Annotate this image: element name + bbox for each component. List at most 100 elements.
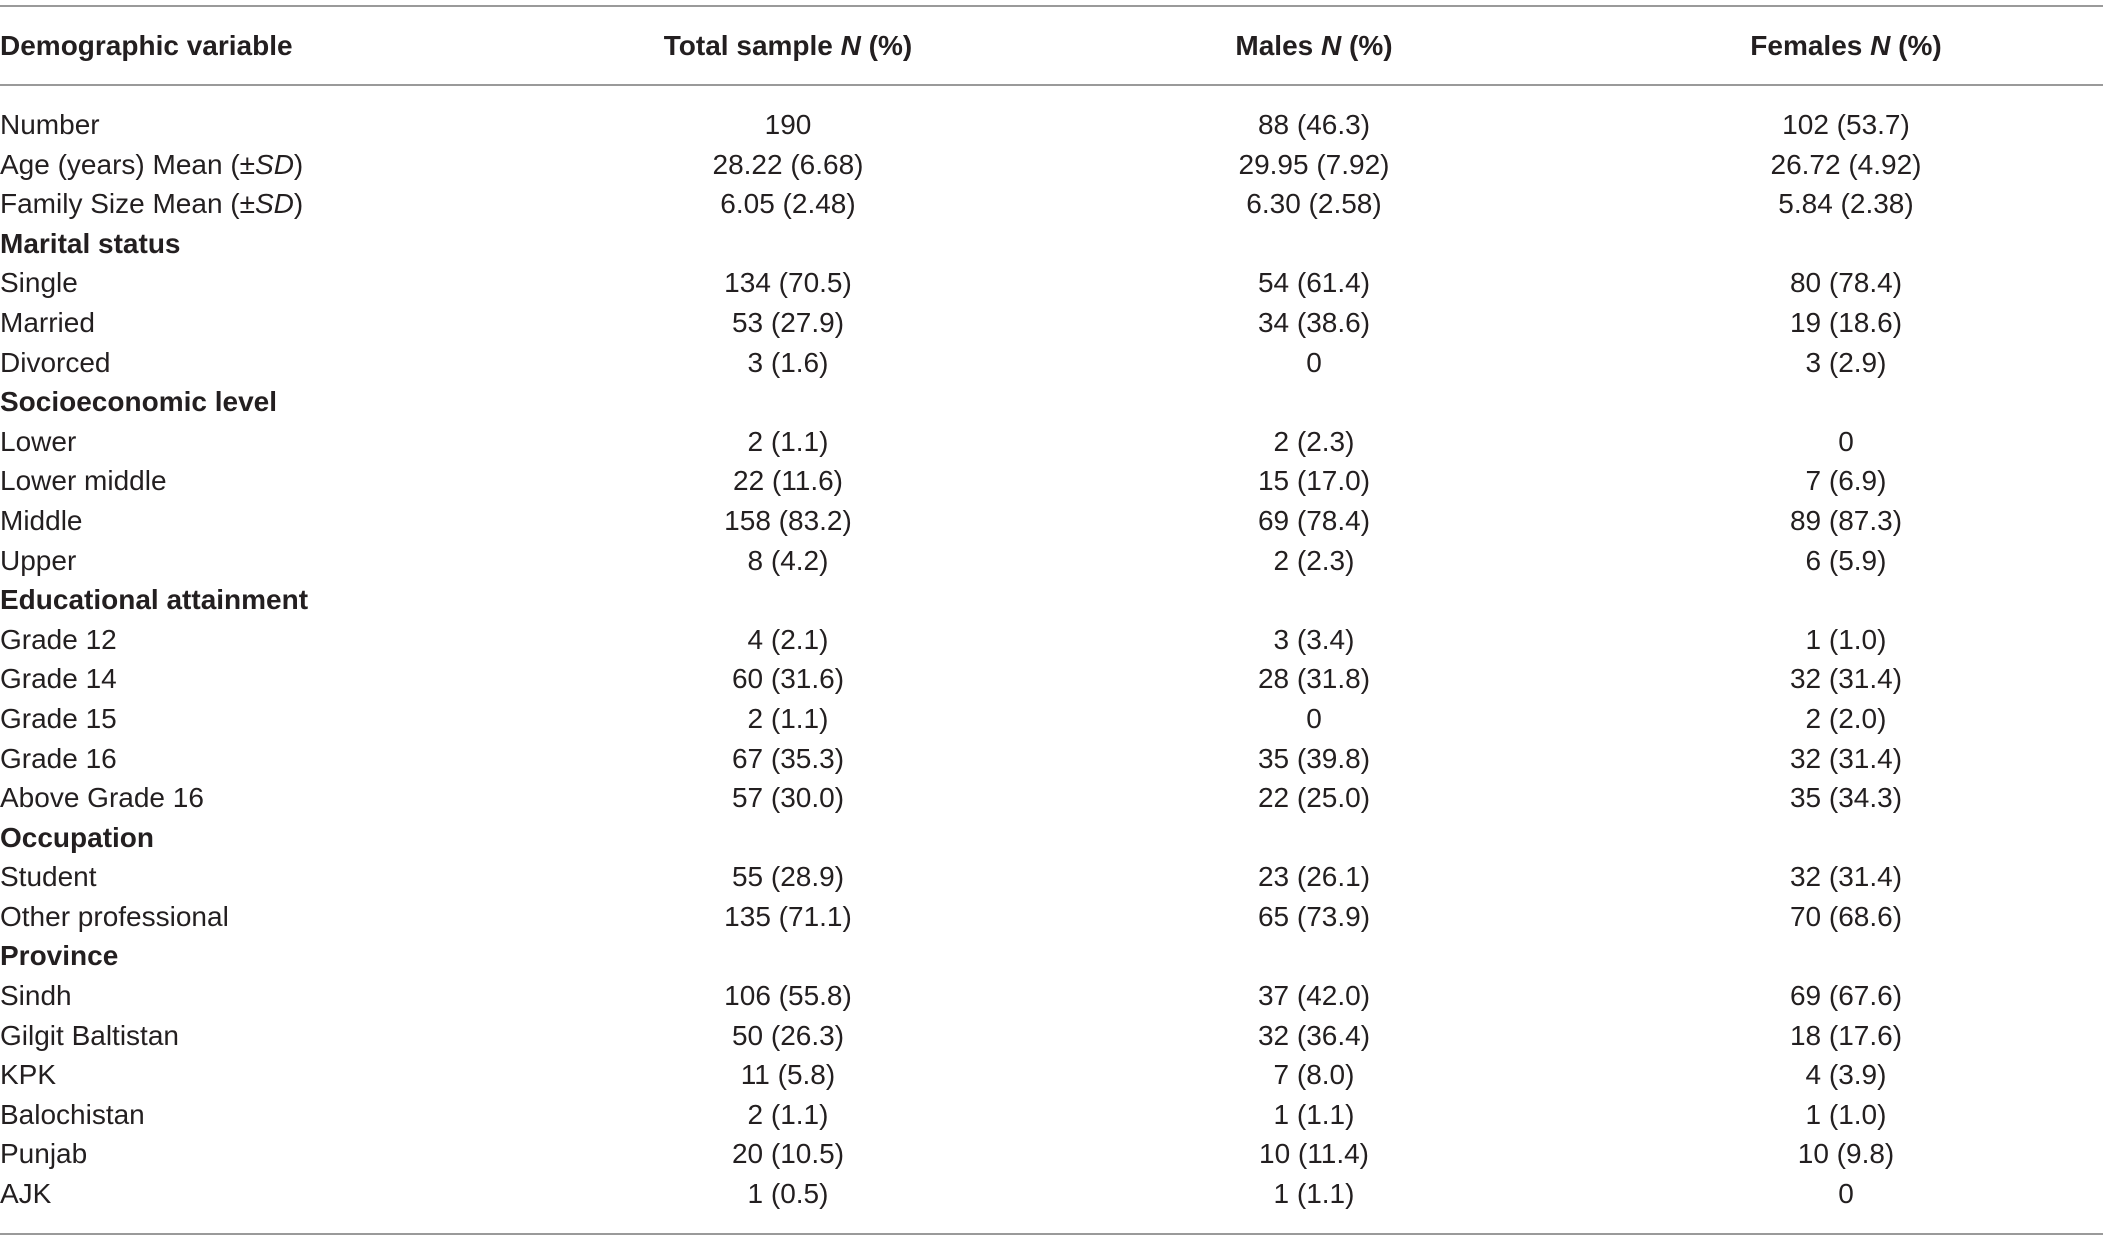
males-cell: 2 (2.3): [1273, 544, 1355, 576]
females-cell: 3 (2.9): [1805, 346, 1887, 378]
total-cell: 67 (35.3): [731, 742, 845, 774]
table-row: Grade 15 2 (1.1) 0 2 (2.0): [0, 699, 2103, 739]
row-label: Student: [0, 861, 97, 893]
males-cell: 1 (1.1): [1273, 1178, 1355, 1210]
table-row: Lower middle 22 (11.6) 15 (17.0) 7 (6.9): [0, 461, 2103, 501]
table-body: Number 190 88 (46.3) 102 (53.7) Age (years) …: [0, 105, 2103, 1214]
males-cell: 7 (8.0): [1273, 1059, 1355, 1091]
total-cell: 158 (83.2): [724, 504, 852, 536]
row-label: Single: [0, 267, 78, 299]
row-label: Grade 14: [0, 663, 117, 695]
total-cell: 4 (2.1): [747, 623, 829, 655]
females-cell: 0: [1838, 425, 1854, 457]
section-label: Occupation: [0, 821, 155, 853]
row-label: Grade 16: [0, 742, 117, 774]
females-cell: 0: [1838, 1178, 1854, 1210]
females-cell: 32 (31.4): [1789, 742, 1903, 774]
table-row: Lower 2 (1.1) 2 (2.3) 0: [0, 422, 2103, 462]
total-cell: 190: [764, 109, 812, 140]
header-males-prefix: Males: [1235, 30, 1322, 61]
row-label-sd: SD: [254, 188, 294, 220]
header-total-prefix: Total sample: [663, 30, 841, 61]
header-total-n: N: [840, 30, 861, 61]
header-males-suffix: (%): [1341, 30, 1393, 61]
males-cell: 2 (2.3): [1273, 425, 1355, 457]
total-cell: 28.22 (6.68): [712, 148, 864, 180]
total-cell: 134 (70.5): [724, 267, 852, 299]
row-label: KPK: [0, 1059, 57, 1091]
header-separator-rule: [0, 84, 2103, 86]
table-row: Grade 16 67 (35.3) 35 (39.8) 32 (31.4): [0, 739, 2103, 779]
males-cell: 6.30 (2.58): [1246, 188, 1382, 220]
section-header-row: Educational attainment: [0, 580, 2103, 620]
total-cell: 53 (27.9): [731, 306, 845, 338]
females-cell: 1 (1.0): [1805, 1098, 1887, 1130]
table-row: Balochistan 2 (1.1) 1 (1.1) 1 (1.0): [0, 1095, 2103, 1135]
row-label: Other professional: [0, 900, 229, 932]
section-label: Socioeconomic level: [0, 386, 277, 418]
row-label: Lower: [0, 425, 77, 457]
females-cell: 70 (68.6): [1789, 900, 1903, 932]
header-total-suffix: (%): [860, 30, 913, 61]
males-cell: 10 (11.4): [1259, 1138, 1369, 1170]
table-row: Age (years) Mean (±SD) 28.22 (6.68) 29.95 …: [0, 145, 2103, 185]
males-cell: 22 (25.0): [1257, 782, 1371, 814]
total-cell: 20 (10.5): [731, 1138, 845, 1170]
males-cell: 29.95 (7.92): [1238, 148, 1390, 180]
females-cell: 18 (17.6): [1789, 1019, 1903, 1051]
row-label: AJK: [0, 1178, 52, 1210]
females-cell: 80 (78.4): [1789, 267, 1903, 299]
males-cell: 65 (73.9): [1257, 900, 1371, 932]
row-label: Sindh: [0, 980, 72, 1012]
row-label-sd: SD: [255, 148, 294, 180]
females-cell: 32 (31.4): [1789, 663, 1903, 695]
table-row: Upper 8 (4.2) 2 (2.3) 6 (5.9): [0, 541, 2103, 581]
males-cell: 23 (26.1): [1257, 861, 1371, 893]
table-row: Gilgit Baltistan 50 (26.3) 32 (36.4) 18 (17…: [0, 1016, 2103, 1056]
table-row: KPK 11 (5.8) 7 (8.0) 4 (3.9): [0, 1055, 2103, 1095]
males-cell: 15 (17.0): [1257, 465, 1371, 497]
table-row: AJK 1 (0.5) 1 (1.1) 0: [0, 1174, 2103, 1214]
total-cell: 57 (30.0): [731, 782, 845, 814]
section-label: Educational attainment: [0, 584, 309, 616]
row-label: Married: [0, 306, 95, 338]
table-row: Middle 158 (83.2) 69 (78.4) 89 (87.3): [0, 501, 2103, 541]
females-cell: 7 (6.9): [1805, 465, 1887, 497]
header-females-suffix: (%): [1890, 30, 1942, 61]
table-row: Above Grade 16 57 (30.0) 22 (25.0) 35 (34.3…: [0, 778, 2103, 818]
header-females-prefix: Females: [1750, 30, 1871, 61]
total-cell: 135 (71.1): [724, 900, 852, 932]
total-cell: 50 (26.3): [731, 1019, 845, 1051]
males-cell: 35 (39.8): [1257, 742, 1371, 774]
table-row: Single 134 (70.5) 54 (61.4) 80 (78.4): [0, 263, 2103, 303]
females-cell: 26.72 (4.92): [1770, 148, 1922, 180]
header-females: Females N (%): [1646, 25, 2046, 67]
row-label-suffix: ): [293, 148, 304, 180]
row-label: Number: [0, 109, 100, 140]
males-cell: 1 (1.1): [1273, 1098, 1355, 1130]
total-cell: 6.05 (2.48): [720, 188, 856, 220]
total-cell: 11 (5.8): [740, 1059, 836, 1091]
females-cell: 6 (5.9): [1805, 544, 1887, 576]
header-males: Males N (%): [1114, 25, 1514, 67]
table-row: Number 190 88 (46.3) 102 (53.7): [0, 105, 2103, 145]
header-demographic-variable: Demographic variable: [0, 30, 293, 61]
row-label: Family Size Mean (±SD): [0, 184, 303, 224]
row-label-prefix: Family Size Mean (±: [0, 188, 255, 220]
males-cell: 88 (46.3): [1257, 109, 1371, 140]
table-row: Punjab 20 (10.5) 10 (11.4) 10 (9.8): [0, 1134, 2103, 1174]
row-label-suffix: ): [293, 188, 304, 220]
table-top-rule: [0, 5, 2103, 7]
table-row: Other professional 135 (71.1) 65 (73.9) 70 …: [0, 897, 2103, 937]
row-label: Gilgit Baltistan: [0, 1019, 179, 1051]
females-cell: 32 (31.4): [1789, 861, 1903, 893]
females-cell: 5.84 (2.38): [1778, 188, 1914, 220]
section-header-row: Marital status: [0, 224, 2103, 264]
total-cell: 60 (31.6): [731, 663, 845, 695]
males-cell: 37 (42.0): [1257, 980, 1371, 1012]
row-label: Divorced: [0, 346, 111, 378]
table-row: Grade 12 4 (2.1) 3 (3.4) 1 (1.0): [0, 620, 2103, 660]
row-label: Upper: [0, 544, 77, 576]
total-cell: 2 (1.1): [747, 702, 829, 734]
